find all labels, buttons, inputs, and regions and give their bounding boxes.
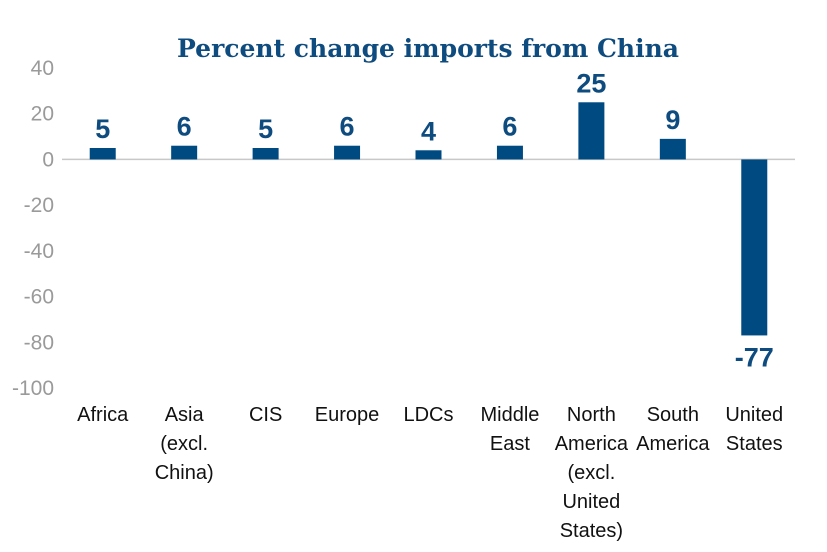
data-label: -77 [735,342,774,372]
bar [415,150,442,160]
y-tick-label: -80 [24,331,54,354]
data-label: 25 [576,68,606,98]
x-tick-label: South America [636,404,710,455]
x-tick-label: CIS [249,404,282,426]
bar [89,148,116,160]
x-tick-label: Asia (excl. China) [155,404,214,484]
y-tick-label: 0 [42,148,54,171]
bar [741,159,768,336]
x-tick-label: North America (excl. United States) [555,404,629,542]
data-label: 6 [340,112,355,142]
y-tick-label: -40 [24,240,54,263]
x-tick-label: Middle East [480,404,539,455]
bar [496,145,523,160]
x-tick-label: LDCs [403,404,453,426]
data-label: 6 [502,112,517,142]
bar [334,145,361,160]
data-label: 9 [665,105,680,135]
x-tick-label: Europe [315,404,380,426]
bars [89,102,768,336]
data-label: 4 [421,116,436,146]
x-tick-label: United States [725,404,783,455]
bar [252,148,279,160]
y-tick-label: 40 [31,57,54,80]
bar [171,145,198,160]
data-label: 5 [258,114,273,144]
y-tick-label: -20 [24,194,54,217]
x-tick-label: Africa [77,404,129,426]
data-labels: 5 6 5 6 4 6 25 9 -77 [95,68,774,372]
chart-title: Percent change imports from China [177,34,679,63]
bar [659,138,686,160]
y-tick-label: 20 [31,103,54,126]
data-label: 6 [177,112,192,142]
y-tick-label: -60 [24,286,54,309]
x-axis: Africa Asia (excl. China) CIS Europe LDCs Middl… [77,404,783,542]
data-label: 5 [95,114,110,144]
bar [578,102,605,160]
y-tick-label: -100 [12,377,54,400]
